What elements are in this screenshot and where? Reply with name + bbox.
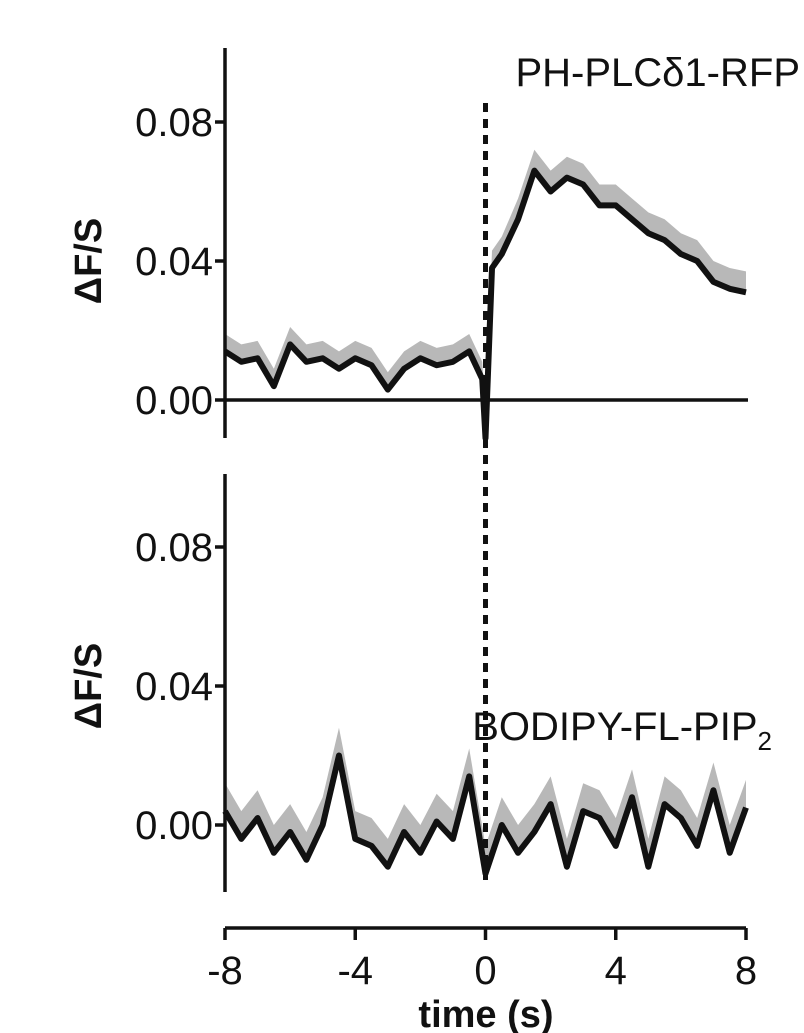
top-mean-line bbox=[223, 167, 747, 442]
top-series-line bbox=[223, 167, 747, 442]
bottom-axes: 0.00 0.04 0.08 -8 -4 0 4 8 bbox=[135, 474, 757, 993]
x-tick-label: -8 bbox=[207, 949, 243, 993]
top-panel-label: PH-PLCδ1-RFP bbox=[515, 51, 800, 95]
bottom-panel-label: BODIPY-FL-PIP2 bbox=[472, 705, 772, 756]
bottom-y-tick-label: 0.04 bbox=[135, 665, 213, 709]
x-tick-label: 0 bbox=[474, 949, 496, 993]
top-y-tick-label: 0.08 bbox=[135, 101, 213, 145]
panel-bottom: 0.000.040.08-8 -4 0 4 8 BODIPY-FL-PIP2 ΔF/S … bbox=[68, 474, 772, 1033]
bottom-panel-label-main: BODIPY-FL-PIP bbox=[472, 705, 757, 749]
panel-top: 0.00 0.04 0.08 PH-PLCδ1-RFP ΔF/S bbox=[68, 48, 800, 442]
bottom-panel-label-subscript: 2 bbox=[758, 726, 772, 756]
x-tick-label: 8 bbox=[735, 949, 757, 993]
bottom-y-tick-label: 0.08 bbox=[135, 526, 213, 570]
top-axes: 0.00 0.04 0.08 bbox=[135, 48, 748, 438]
top-y-axis-label: ΔF/S bbox=[68, 218, 110, 304]
top-y-tick-label: 0.04 bbox=[135, 240, 213, 284]
x-tick-label: 4 bbox=[605, 949, 627, 993]
bottom-y-tick-label: 0.00 bbox=[135, 804, 213, 848]
x-tick-label: -4 bbox=[337, 949, 373, 993]
bottom-y-axis-label: ΔF/S bbox=[68, 643, 110, 729]
x-axis-label: time (s) bbox=[418, 994, 553, 1033]
top-y-tick-label: 0.00 bbox=[135, 379, 213, 423]
